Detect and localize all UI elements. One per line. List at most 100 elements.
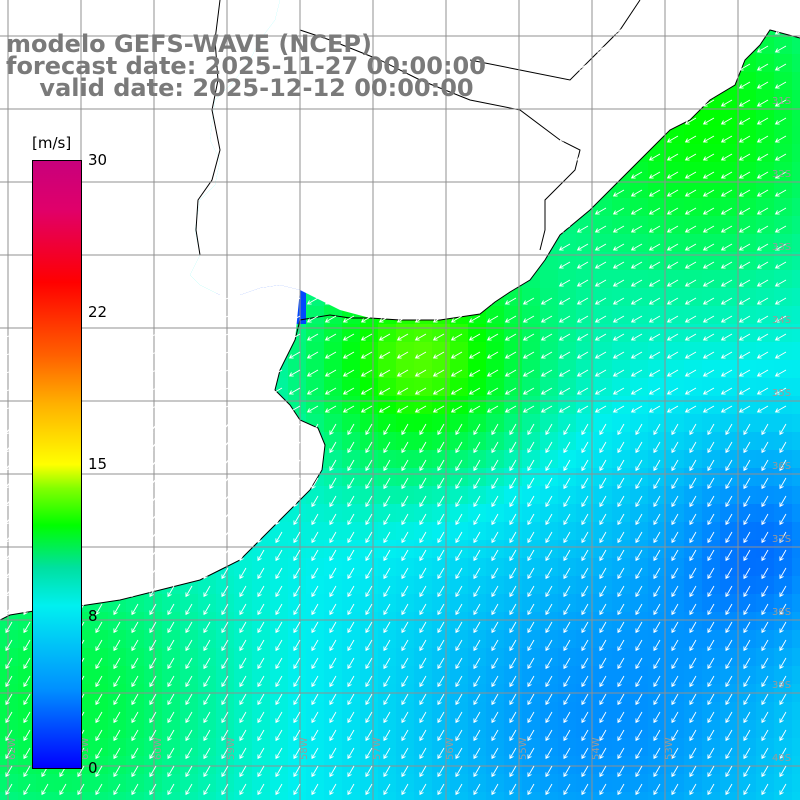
speed-cell	[702, 378, 720, 396]
wind-arrow	[774, 243, 787, 251]
wind-arrow	[347, 531, 355, 544]
wind-arrow	[383, 639, 391, 652]
wind-arrow	[545, 513, 553, 526]
wind-arrow	[558, 225, 571, 233]
speed-cell	[594, 576, 612, 594]
speed-cell	[90, 720, 108, 738]
wind-arrow	[419, 549, 427, 562]
speed-cell	[18, 666, 36, 684]
wind-arrow	[455, 729, 463, 742]
speed-cell	[792, 234, 800, 252]
wind-arrow	[365, 693, 373, 706]
speed-cell	[144, 594, 162, 612]
speed-cell	[342, 630, 360, 648]
speed-cell	[126, 648, 144, 666]
wind-arrow	[347, 423, 355, 436]
wind-arrow	[329, 549, 337, 562]
wind-arrow	[491, 693, 499, 706]
speed-cell	[612, 792, 630, 800]
wind-arrow	[563, 639, 571, 652]
wind-arrow	[185, 621, 193, 634]
wind-arrow	[702, 45, 715, 53]
wind-arrow	[594, 387, 607, 395]
speed-cell	[738, 198, 756, 216]
speed-cell	[702, 108, 720, 126]
wind-arrow	[167, 729, 175, 742]
speed-cell	[648, 216, 666, 234]
wind-arrow	[90, 333, 103, 341]
wind-arrow	[221, 747, 229, 760]
wind-arrow	[203, 747, 211, 760]
wind-arrow	[612, 99, 625, 107]
speed-cell	[414, 792, 432, 800]
speed-cell	[540, 360, 558, 378]
speed-cell	[612, 576, 630, 594]
speed-cell	[486, 630, 504, 648]
speed-cell	[414, 594, 432, 612]
speed-cell	[792, 432, 800, 450]
speed-cell	[738, 162, 756, 180]
speed-cell	[738, 738, 756, 756]
speed-cell	[522, 648, 540, 666]
wind-arrow	[41, 783, 49, 796]
speed-cell	[540, 630, 558, 648]
speed-cell	[684, 522, 702, 540]
wind-arrow	[653, 495, 661, 508]
wind-arrow	[401, 693, 409, 706]
wind-arrow	[666, 225, 679, 233]
speed-cell	[738, 432, 756, 450]
wind-arrow	[491, 747, 499, 760]
wind-arrow	[185, 603, 193, 616]
wind-arrow	[756, 333, 769, 341]
wind-arrow	[239, 495, 247, 508]
wind-arrow	[275, 747, 283, 760]
wind-arrow	[365, 423, 373, 436]
wind-arrow	[684, 45, 697, 53]
wind-arrow	[689, 747, 697, 760]
wind-arrow	[293, 675, 301, 688]
speed-cell	[252, 738, 270, 756]
wind-arrow	[563, 675, 571, 688]
wind-arrow	[131, 441, 139, 454]
wind-arrow	[275, 603, 283, 616]
wind-arrow	[198, 315, 211, 323]
wind-arrow	[293, 423, 301, 436]
wind-arrow	[509, 783, 517, 796]
wind-arrow	[581, 747, 589, 760]
wind-arrow	[576, 207, 589, 215]
speed-cell	[666, 432, 684, 450]
wind-arrow	[761, 621, 769, 634]
wind-arrow	[113, 729, 121, 742]
speed-cell	[648, 234, 666, 252]
speed-cell	[666, 612, 684, 630]
speed-cell	[342, 342, 360, 360]
speed-cell	[486, 594, 504, 612]
wind-arrow	[671, 603, 679, 616]
wind-arrow	[617, 459, 625, 472]
wind-arrow	[329, 477, 337, 490]
speed-cell	[684, 558, 702, 576]
wind-arrow	[257, 477, 265, 490]
wind-arrow	[653, 531, 661, 544]
wind-arrow	[720, 135, 733, 143]
speed-cell	[522, 414, 540, 432]
speed-cell	[558, 576, 576, 594]
speed-cell	[792, 486, 800, 504]
speed-cell	[774, 108, 792, 126]
wind-arrow	[455, 531, 463, 544]
speed-cell	[396, 792, 414, 800]
wind-arrow	[270, 369, 283, 377]
speed-cell	[324, 630, 342, 648]
speed-cell	[504, 522, 522, 540]
speed-cell	[450, 342, 468, 360]
wind-arrow	[95, 765, 103, 778]
speed-cell	[792, 288, 800, 306]
wind-arrow	[738, 315, 751, 323]
speed-cell	[144, 630, 162, 648]
wind-arrow	[347, 765, 355, 778]
wind-arrow	[257, 675, 265, 688]
speed-cell	[774, 378, 792, 396]
wind-arrow	[738, 369, 751, 377]
speed-cell	[774, 162, 792, 180]
wind-arrow	[617, 747, 625, 760]
